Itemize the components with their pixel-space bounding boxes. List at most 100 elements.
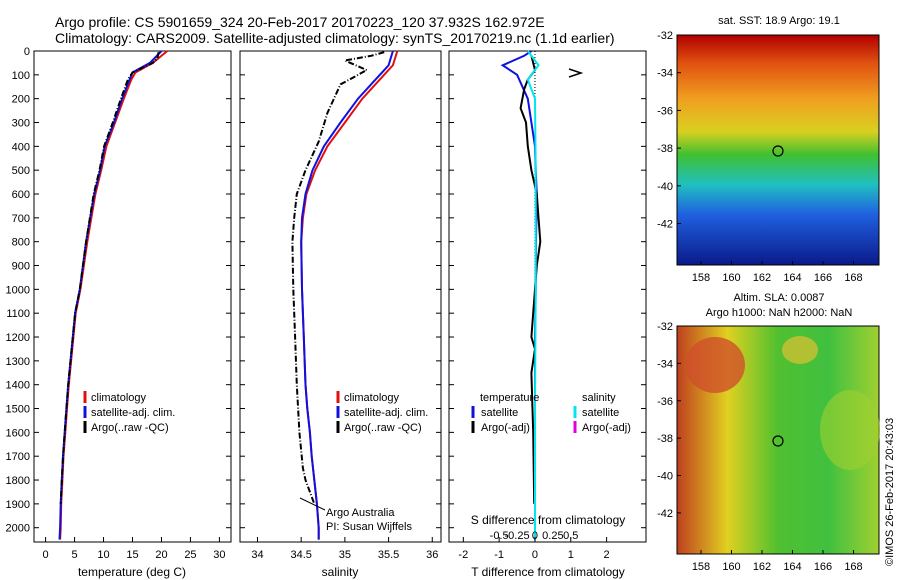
depth-tick-label: 1000	[6, 284, 30, 296]
legend-label-argo: Argo(..raw -QC)	[344, 422, 422, 434]
legend-title-temperature: temperature	[480, 392, 539, 404]
legend-label-s-argo: Argo(-adj)	[582, 422, 631, 434]
x-tick-label: 25	[184, 549, 196, 561]
x-tick-label: 0	[43, 549, 49, 561]
map-x-tick-label: 168	[844, 272, 862, 284]
sla-anomaly-mid	[782, 336, 818, 364]
sla-map-title-line1: Altim. SLA: 0.0087	[733, 292, 824, 304]
difference-legend: temperature salinity satellite Argo(-adj…	[471, 392, 631, 434]
surface-marker	[568, 68, 584, 78]
map-y-tick-label: -42	[657, 219, 673, 231]
depth-tick-label: 1300	[6, 356, 30, 368]
imos-credit: ©IMOS 26-Feb-2017 20:43:03	[884, 417, 896, 566]
sla-anomaly-east	[820, 390, 880, 470]
map-x-tick-label: 162	[753, 561, 771, 573]
annotation-line2: PI: Susan Wijffels	[326, 521, 412, 533]
depth-tick-label: 1500	[6, 404, 30, 416]
x-tick-label: -1	[494, 549, 504, 561]
depth-tick-label: 1800	[6, 475, 30, 487]
depth-tick-label: 1100	[6, 308, 30, 320]
series-line-argo	[291, 51, 385, 505]
depth-tick-label: 400	[12, 141, 30, 153]
map-x-tick-label: 166	[814, 272, 832, 284]
depth-tick-label: 600	[12, 189, 30, 201]
depth-tick-label: 100	[12, 70, 30, 82]
map-y-tick-label: -40	[657, 181, 673, 193]
x-tick-label: 10	[97, 549, 109, 561]
x-tick-label: 30	[213, 549, 225, 561]
legend-label-climatology: climatology	[344, 392, 400, 404]
x-tick-label: 2	[604, 549, 610, 561]
difference-frame	[448, 50, 647, 543]
legend-label-s-satellite: satellite	[582, 407, 619, 419]
figure-title-line2: Climatology: CARS2009. Satellite-adjuste…	[55, 30, 615, 46]
s-tick-label: 0.25	[542, 530, 563, 542]
series-line-climatology	[300, 50, 399, 540]
map-y-tick-label: -38	[657, 433, 673, 445]
x-tick-label: -2	[458, 549, 468, 561]
sla-map: Altim. SLA: 0.0087 Argo h1000: NaN h2000…	[657, 292, 880, 573]
depth-tick-label: 2000	[6, 523, 30, 535]
map-y-tick-label: -42	[657, 508, 673, 520]
map-x-tick-label: 158	[692, 272, 710, 284]
depth-tick-label: 0	[24, 46, 30, 58]
argo-location-marker	[772, 145, 784, 157]
x-tick-label: 1	[568, 549, 574, 561]
x-tick-label: 0	[532, 549, 538, 561]
depth-tick-label: 1200	[6, 332, 30, 344]
map-y-tick-label: -36	[657, 396, 673, 408]
s-tick-label: 0.5	[563, 530, 578, 542]
annotation-pointer	[299, 497, 326, 511]
legend-label-t-satellite: satellite	[481, 407, 518, 419]
difference-xlabel-top: S difference from climatology	[471, 513, 626, 527]
map-y-tick-label: -34	[657, 358, 673, 370]
series-line-argo	[519, 55, 542, 504]
legend-title-salinity: salinity	[582, 392, 616, 404]
series-line-satellite	[500, 50, 538, 540]
depth-tick-label: 1600	[6, 427, 30, 439]
legend-label-argo: Argo(..raw -QC)	[91, 422, 169, 434]
map-x-tick-label: 164	[783, 561, 801, 573]
x-tick-label: 5	[71, 549, 77, 561]
depth-tick-label: 1700	[6, 451, 30, 463]
difference-xlabel-bottom: T difference from climatology	[471, 565, 625, 579]
s-tick-label: -0.5	[490, 530, 509, 542]
series-line-argo	[59, 52, 160, 504]
map-y-tick-label: -32	[657, 30, 673, 42]
salinity-frame	[239, 50, 442, 543]
s-tick-label: 0	[532, 530, 538, 542]
salinity-xlabel: salinity	[322, 565, 359, 579]
s-tick-label: -0.25	[505, 530, 530, 542]
map-y-tick-label: -34	[657, 68, 673, 80]
salinity-legend: climatology satellite-adj. clim. Argo(..…	[336, 391, 428, 434]
series-line-satellite	[300, 50, 394, 540]
x-tick-label: 36	[426, 549, 438, 561]
depth-tick-label: 900	[12, 261, 30, 273]
legend-label-satellite: satellite-adj. clim.	[91, 407, 175, 419]
depth-tick-label: 700	[12, 213, 30, 225]
argo-location-marker	[772, 435, 784, 447]
temperature-legend: climatology satellite-adj. clim. Argo(..…	[83, 391, 175, 434]
map-x-tick-label: 162	[753, 272, 771, 284]
salinity-panel: 34 34.5 35 35.5 36 salinity climatology sate…	[239, 50, 442, 579]
annotation-line1: Argo Australia	[326, 507, 395, 519]
map-x-tick-label: 164	[783, 272, 801, 284]
map-x-tick-label: 158	[692, 561, 710, 573]
depth-tick-label: 500	[12, 165, 30, 177]
x-tick-label: 35.5	[378, 549, 399, 561]
figure-title-line1: Argo profile: CS 5901659_324 20-Feb-2017…	[55, 14, 545, 30]
sla-map-title-line2: Argo h1000: NaN h2000: NaN	[706, 307, 853, 319]
map-y-tick-label: -40	[657, 471, 673, 483]
temperature-panel: 0100200300400500600700800900100011001200…	[6, 46, 232, 579]
map-x-tick-label: 166	[814, 561, 832, 573]
x-tick-label: 35	[339, 549, 351, 561]
temperature-xlabel: temperature (deg C)	[78, 565, 186, 579]
x-tick-label: 15	[126, 549, 138, 561]
x-tick-label: 20	[155, 549, 167, 561]
difference-panel: -2 -1 0 1 2 -0.5-0.25 0 0.25 0.5 T difference fr…	[448, 50, 647, 579]
x-tick-label: 34	[251, 549, 263, 561]
x-tick-label: 34.5	[290, 549, 311, 561]
map-x-tick-label: 168	[844, 561, 862, 573]
depth-tick-label: 800	[12, 237, 30, 249]
